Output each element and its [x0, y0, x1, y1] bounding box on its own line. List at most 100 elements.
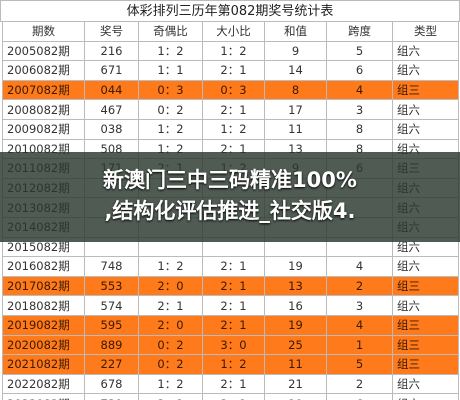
cell-period: 2006082期	[2, 60, 85, 81]
cell-odd-even: 2：1	[138, 393, 203, 400]
cell-type: 组六	[392, 40, 459, 62]
cell-type: 组三	[392, 334, 459, 356]
cell-span: 3	[326, 295, 393, 316]
cell-period: 2023082期	[2, 393, 85, 400]
cell-big-small: 1：2	[202, 118, 265, 140]
cell-span: 1	[326, 334, 393, 356]
cell-span: 3	[326, 99, 393, 120]
cell-sum: 13	[264, 275, 327, 297]
cell-sum: 19	[264, 314, 327, 336]
cell-sum: 25	[264, 334, 327, 356]
cell-number: 553	[84, 275, 139, 297]
table-row: 2020082期 889 0：2 3：0 25 1 组三	[2, 334, 459, 356]
cell-sum: 21	[264, 373, 327, 395]
table-row: 2017082期 553 2：0 2：1 13 2 组三	[2, 275, 459, 297]
cell-number: 574	[84, 295, 139, 316]
cell-span: 4	[326, 314, 393, 336]
cell-odd-even: 1：2	[138, 40, 203, 62]
table-row: 2023082期7392：12：1196组六	[2, 393, 459, 400]
cell-sum: 19	[264, 393, 327, 400]
cell-number: 216	[84, 40, 139, 62]
cell-odd-even: 1：2	[138, 373, 203, 395]
table-row: 2016082期 748 1：2 2：1 19 4 组六	[2, 256, 459, 277]
cell-number: 671	[84, 60, 139, 81]
cell-big-small: 2：1	[202, 373, 265, 395]
cell-period: 2007082期	[2, 79, 85, 101]
cell-period: 2017082期	[2, 275, 85, 297]
cell-odd-even: 0：3	[138, 79, 203, 101]
cell-big-small: 2：1	[202, 60, 265, 81]
cell-period: 2020082期	[2, 334, 85, 356]
cell-big-small: 2：1	[202, 99, 265, 120]
cell-sum: 19	[264, 256, 327, 277]
col-header-sum: 和值	[264, 21, 327, 42]
cell-big-small: 1：2	[202, 354, 265, 375]
cell-type: 组六	[392, 373, 459, 395]
cell-period: 2021082期	[2, 354, 85, 375]
cell-number: 748	[84, 256, 139, 277]
cell-number: 889	[84, 334, 139, 356]
cell-odd-even: 0：2	[138, 334, 203, 356]
headline-text: 新澳门三中三码精准100% ,结构化评估推进_社交版4.	[0, 165, 460, 227]
cell-sum: 9	[264, 40, 327, 62]
cell-number: 038	[84, 118, 139, 140]
cell-big-small: 2：1	[202, 256, 265, 277]
cell-odd-even: 1：2	[138, 118, 203, 140]
cell-odd-even: 0：2	[138, 99, 203, 120]
headline-line-2: ,结构化评估推进_社交版4.	[104, 199, 356, 223]
cell-big-small: 3：0	[202, 334, 265, 356]
cell-type: 组六	[392, 393, 459, 400]
cell-big-small: 0：3	[202, 79, 265, 101]
table-row: 2005082期 216 1：2 1：2 9 5 组六	[2, 40, 459, 62]
cell-odd-even: 2：0	[138, 314, 203, 336]
cell-sum: 17	[264, 99, 327, 120]
cell-span: 5	[326, 354, 393, 375]
cell-type: 组六	[392, 60, 459, 81]
cell-span: 6	[326, 393, 393, 400]
cell-sum: 14	[264, 60, 327, 81]
cell-type: 组六	[392, 99, 459, 120]
cell-big-small: 2：1	[202, 295, 265, 316]
cell-number: 467	[84, 99, 139, 120]
table-header-row: 期数 奖号 奇偶比 大小比 和值 跨度 类型	[2, 21, 459, 42]
cell-span: 2	[326, 275, 393, 297]
table-row: 2018082期 574 2：1 2：1 16 3 组六	[2, 295, 459, 316]
headline-line-1: 新澳门三中三码精准100%	[103, 168, 357, 192]
cell-type: 组三	[392, 354, 459, 375]
cell-number: 739	[84, 393, 139, 400]
cell-number: 678	[84, 373, 139, 395]
cell-number: 595	[84, 314, 139, 336]
table-row: 2008082期 467 0：2 2：1 17 3 组六	[2, 99, 459, 120]
table-row: 2022082期 678 1：2 2：1 21 2 组六	[2, 373, 459, 395]
table-title: 体彩排列三历年第082期奖号统计表	[0, 0, 460, 22]
cell-type: 组六	[392, 295, 459, 316]
headline-overlay	[0, 152, 460, 242]
cell-big-small: 2：1	[202, 314, 265, 336]
table-row: 2006082期 671 1：1 2：1 14 6 组六	[2, 60, 459, 81]
cell-sum: 11	[264, 354, 327, 375]
cell-period: 2022082期	[2, 373, 85, 395]
cell-type: 组三	[392, 314, 459, 336]
cell-number: 044	[84, 79, 139, 101]
table-row: 2009082期 038 1：2 1：2 11 8 组六	[2, 118, 459, 140]
col-header-odd-even: 奇偶比	[138, 21, 203, 42]
cell-odd-even: 2：1	[138, 295, 203, 316]
col-header-big-small: 大小比	[202, 21, 265, 42]
cell-type: 组三	[392, 275, 459, 297]
cell-sum: 16	[264, 295, 327, 316]
cell-period: 2009082期	[2, 118, 85, 140]
cell-odd-even: 1：2	[138, 256, 203, 277]
col-header-period: 期数	[2, 21, 85, 42]
cell-type: 组六	[392, 118, 459, 140]
cell-type: 组六	[392, 256, 459, 277]
table-row: 2021082期 227 0：2 1：2 11 5 组三	[2, 354, 459, 375]
cell-big-small: 1：2	[202, 40, 265, 62]
cell-span: 2	[326, 373, 393, 395]
cell-odd-even: 1：1	[138, 60, 203, 81]
col-header-span: 跨度	[326, 21, 393, 42]
cell-number: 227	[84, 354, 139, 375]
cell-big-small: 2：1	[202, 393, 265, 400]
cell-sum: 11	[264, 118, 327, 140]
cell-odd-even: 2：0	[138, 275, 203, 297]
